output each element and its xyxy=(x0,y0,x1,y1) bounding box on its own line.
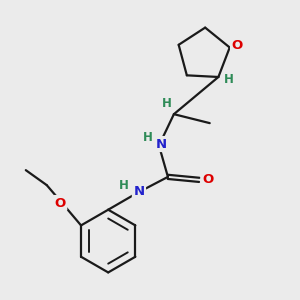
Text: O: O xyxy=(232,40,243,52)
Text: H: H xyxy=(119,179,129,192)
Text: N: N xyxy=(134,185,145,198)
Text: H: H xyxy=(224,74,234,86)
Text: H: H xyxy=(161,97,171,110)
Text: O: O xyxy=(202,173,213,186)
Text: N: N xyxy=(156,137,167,151)
Text: H: H xyxy=(143,131,152,144)
Text: O: O xyxy=(55,196,66,209)
